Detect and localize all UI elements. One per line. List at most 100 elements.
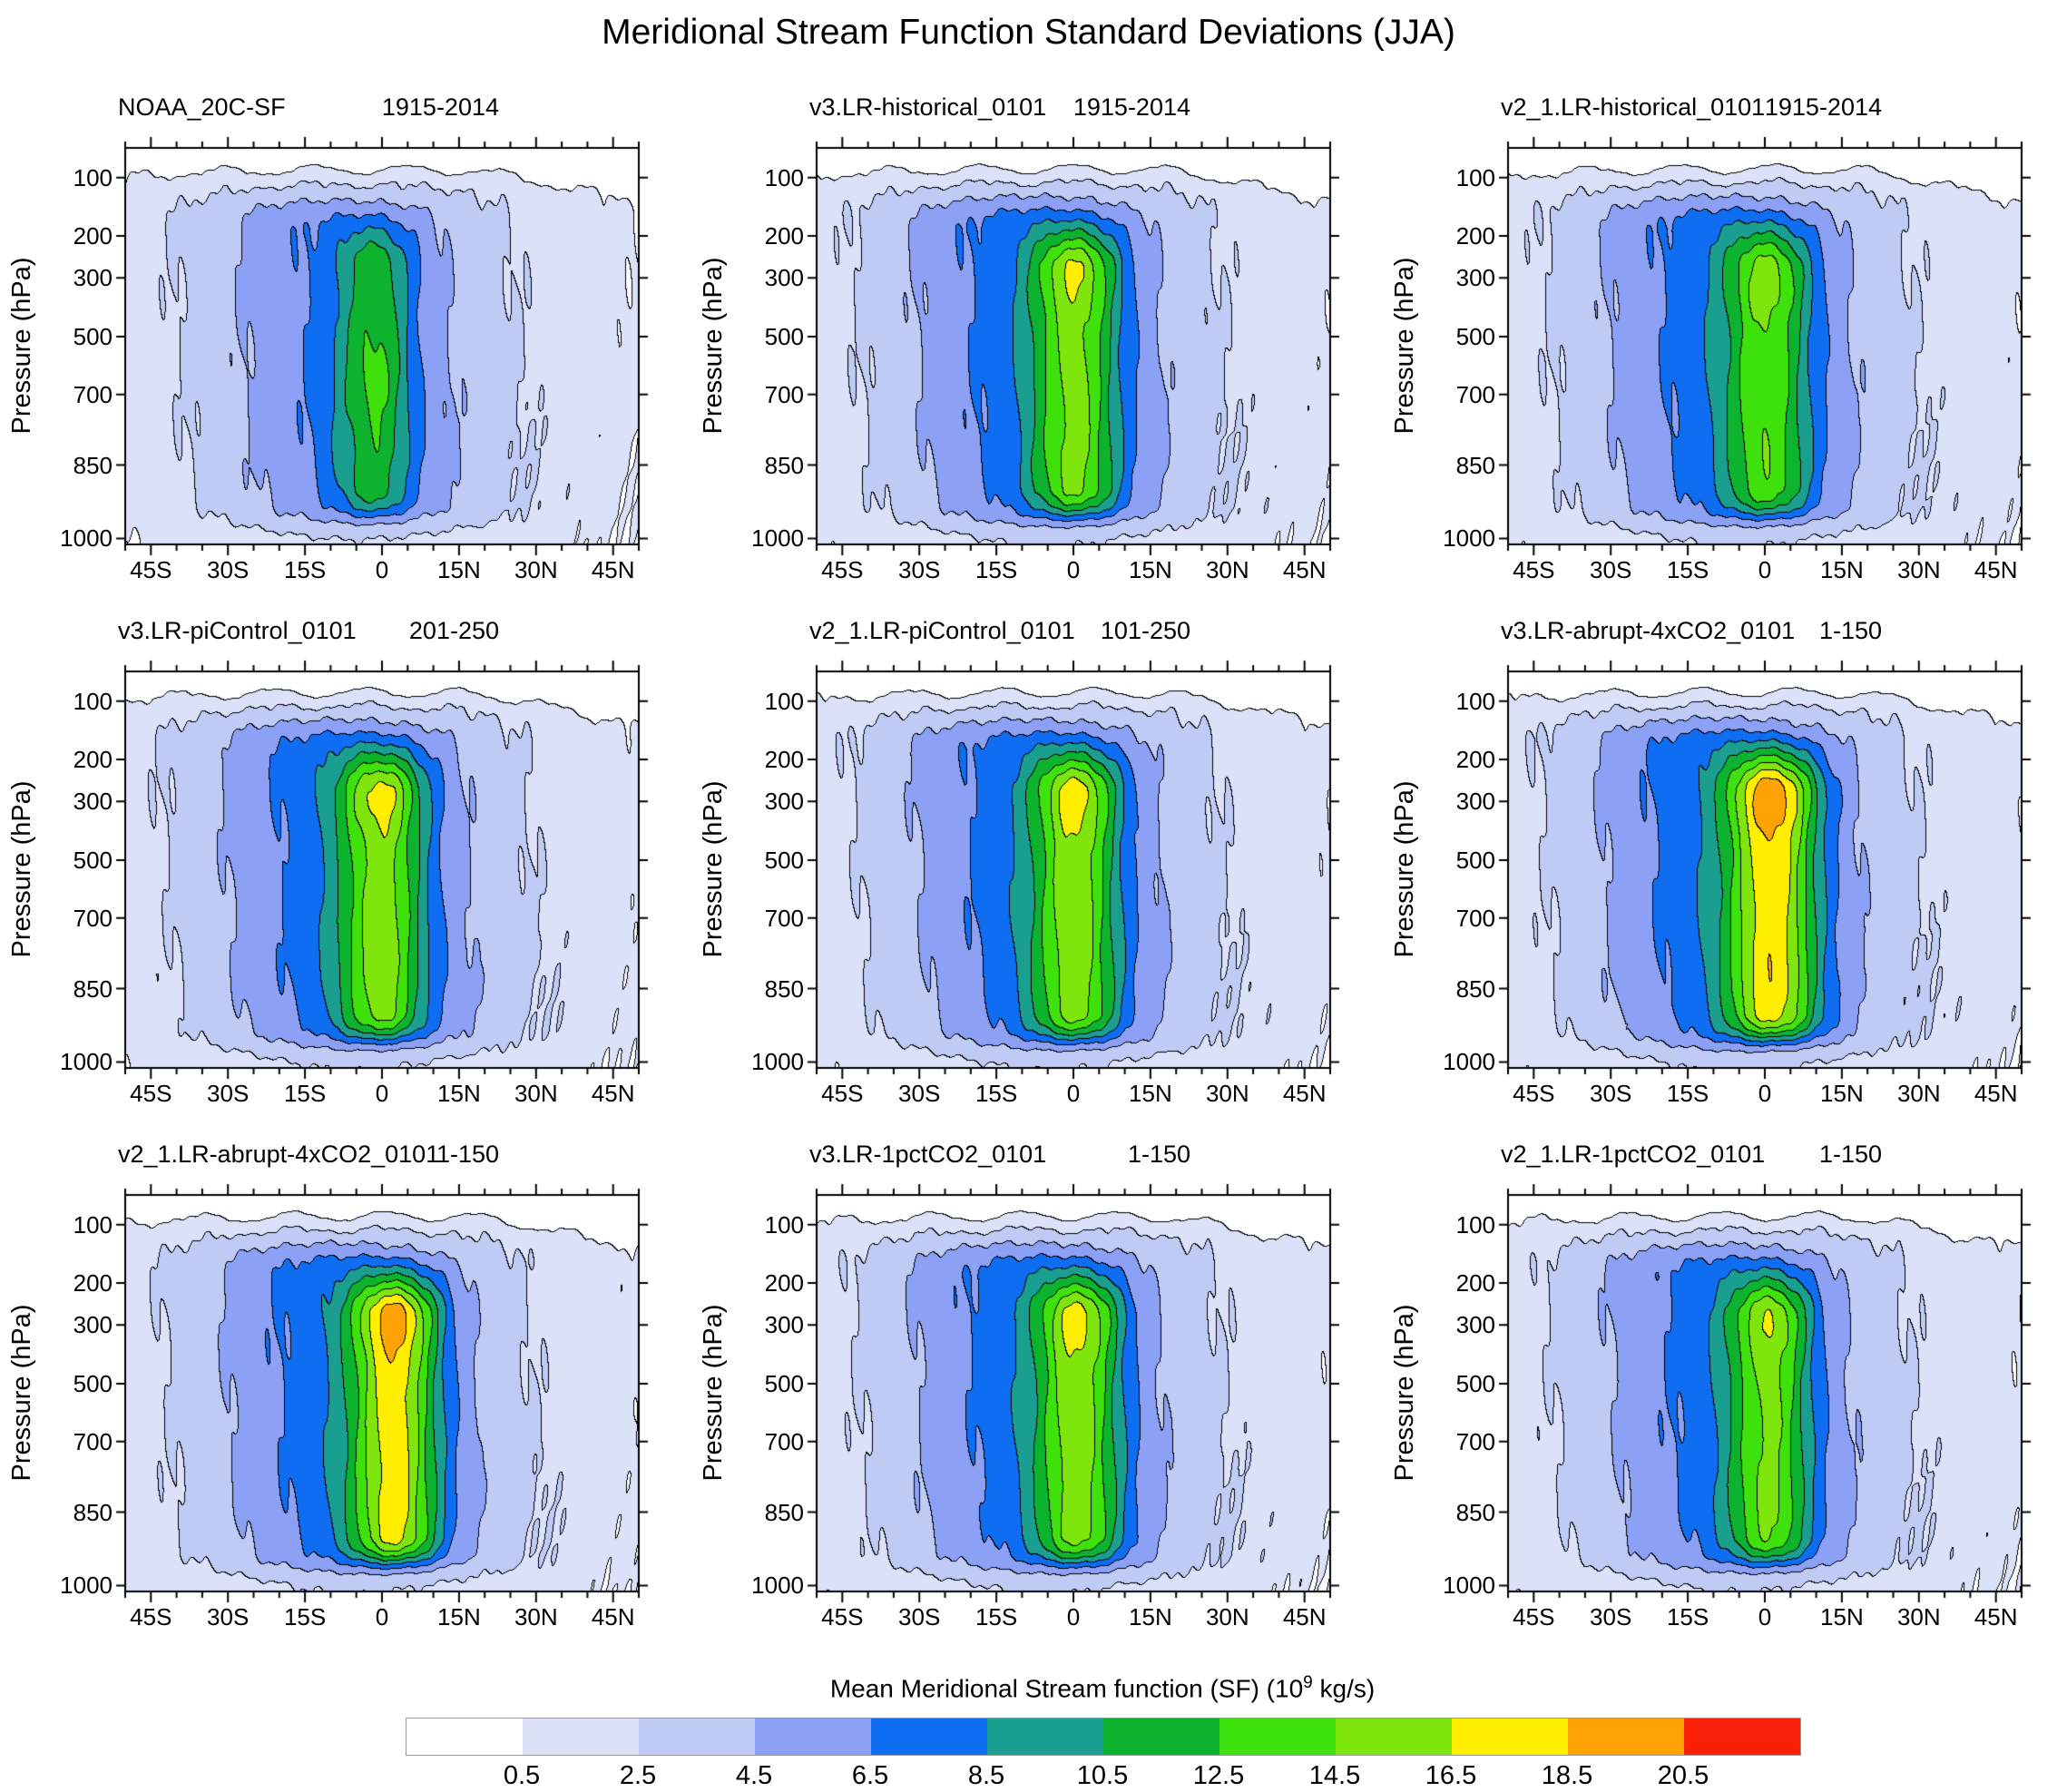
x-tick-label: 15N: [437, 1080, 481, 1107]
panel-period: 101-250: [1100, 617, 1190, 644]
colorbar-swatch: [523, 1719, 639, 1755]
y-axis-label: Pressure (hPa): [1390, 257, 1419, 435]
y-tick-label: 200: [1455, 746, 1495, 773]
colorbar-tick-label: 8.5: [967, 1761, 1005, 1790]
y-tick-label: 500: [73, 847, 113, 874]
x-tick-label: 15N: [1129, 1603, 1172, 1630]
colorbar-swatch: [1684, 1719, 1800, 1755]
x-tick-label: 45N: [591, 556, 635, 583]
x-tick-label: 30S: [1590, 1080, 1632, 1107]
x-tick-label: 45S: [130, 556, 172, 583]
y-tick-label: 200: [764, 1269, 804, 1297]
x-tick-label: 45N: [1974, 556, 2018, 583]
y-tick-label: 500: [1455, 847, 1495, 874]
y-tick-label: 700: [1455, 904, 1495, 932]
y-tick-label: 1000: [751, 1572, 804, 1600]
panel-title: v3.LR-piControl_0101: [118, 617, 357, 644]
panel: v2_1.LR-piControl_0101 101-250 Pressure …: [699, 615, 1379, 1123]
x-tick-label: 45N: [1974, 1080, 2018, 1107]
colorbar-tick-label: 20.5: [1657, 1761, 1709, 1790]
y-tick-label: 100: [764, 163, 804, 191]
contour-canvas: [804, 659, 1343, 1081]
y-tick-label: 1000: [751, 524, 804, 553]
x-tick-label: 30N: [1205, 1080, 1249, 1107]
x-tick-label: 45S: [821, 556, 864, 583]
colorbar-tick-label: 14.5: [1308, 1761, 1361, 1790]
contour-canvas: [1495, 659, 2034, 1081]
y-tick-label: 700: [73, 380, 113, 408]
y-axis-label: Pressure (hPa): [699, 257, 728, 435]
x-tick-label: 45N: [1974, 1603, 2018, 1630]
y-tick-label: 200: [1455, 1269, 1495, 1297]
y-tick-label: 1000: [1443, 1572, 1495, 1600]
colorbar-swatch: [1220, 1719, 1336, 1755]
y-tick-label: 850: [764, 974, 804, 1003]
y-tick-label: 500: [73, 1370, 113, 1397]
y-tick-label: 300: [73, 264, 113, 292]
x-tick-label: 0: [375, 1603, 389, 1630]
x-tick-label: 45S: [1513, 1080, 1555, 1107]
y-tick-label: 850: [764, 1498, 804, 1526]
colorbar-tick-label: 12.5: [1192, 1761, 1245, 1790]
y-tick-label: 1000: [1443, 1048, 1495, 1076]
x-tick-label: 30S: [207, 556, 250, 583]
panel: v2_1.LR-historical_0101 1915-2014 Pressu…: [1390, 92, 2057, 600]
panel: v3.LR-1pctCO2_0101 1-150 Pressure (hPa) …: [699, 1139, 1379, 1647]
y-tick-label: 100: [1455, 687, 1495, 715]
y-tick-label: 200: [764, 222, 804, 250]
x-tick-label: 30S: [898, 1080, 941, 1107]
panel-period: 1-150: [436, 1141, 499, 1168]
panel: v3.LR-abrupt-4xCO2_0101 1-150 Pressure (…: [1390, 615, 2057, 1123]
x-tick-label: 0: [375, 556, 389, 583]
y-axis-label: Pressure (hPa): [7, 780, 36, 958]
colorbar-swatch: [1336, 1719, 1452, 1755]
x-tick-label: 45S: [130, 1080, 172, 1107]
colorbar-tick-label: 0.5: [503, 1761, 541, 1790]
y-tick-label: 300: [1455, 788, 1495, 816]
x-tick-label: 45S: [1513, 556, 1555, 583]
x-tick-label: 45S: [1513, 1603, 1555, 1630]
y-tick-label: 850: [1455, 451, 1495, 479]
y-tick-label: 1000: [751, 1048, 804, 1076]
x-tick-label: 30S: [898, 556, 941, 583]
x-tick-label: 45S: [130, 1603, 172, 1630]
y-tick-label: 100: [764, 687, 804, 715]
contour-canvas: [113, 1182, 651, 1604]
contour-canvas: [1495, 1182, 2034, 1604]
y-tick-label: 1000: [1443, 524, 1495, 553]
panel-title: v3.LR-abrupt-4xCO2_0101: [1501, 617, 1796, 644]
x-tick-label: 0: [1066, 1603, 1081, 1630]
x-tick-label: 15N: [1129, 556, 1172, 583]
panel-title: v3.LR-1pctCO2_0101: [809, 1141, 1047, 1168]
colorbar: [406, 1718, 1801, 1756]
x-tick-label: 30N: [514, 1603, 558, 1630]
contour-canvas: [1495, 135, 2034, 557]
panel-period: 1-150: [1127, 1141, 1190, 1168]
x-tick-label: 30N: [1205, 1603, 1249, 1630]
x-tick-label: 15S: [1666, 556, 1709, 583]
y-axis-label: Pressure (hPa): [699, 780, 728, 958]
x-tick-label: 0: [1066, 556, 1081, 583]
y-tick-label: 850: [1455, 1498, 1495, 1526]
y-axis-label: Pressure (hPa): [699, 1304, 728, 1482]
x-tick-label: 30N: [1896, 1080, 1941, 1107]
panel-title: v2_1.LR-1pctCO2_0101: [1501, 1141, 1766, 1168]
x-tick-label: 30N: [514, 1080, 558, 1107]
x-tick-label: 15N: [1820, 1603, 1864, 1630]
y-tick-label: 300: [1455, 264, 1495, 292]
y-tick-label: 700: [1455, 380, 1495, 408]
colorbar-swatch: [1452, 1719, 1568, 1755]
y-tick-label: 850: [73, 451, 113, 479]
y-tick-label: 700: [73, 904, 113, 932]
y-tick-label: 200: [73, 746, 113, 773]
colorbar-tick-label: 10.5: [1076, 1761, 1129, 1790]
y-tick-label: 700: [1455, 1427, 1495, 1455]
panel-title: v2_1.LR-abrupt-4xCO2_0101: [118, 1141, 440, 1168]
colorbar-swatch: [755, 1719, 871, 1755]
colorbar-tick-label: 16.5: [1425, 1761, 1477, 1790]
x-tick-label: 30N: [1896, 1603, 1941, 1630]
x-tick-label: 15N: [1129, 1080, 1172, 1107]
panel-title: v3.LR-historical_0101: [809, 93, 1047, 121]
y-tick-label: 500: [764, 323, 804, 350]
y-tick-label: 300: [764, 264, 804, 292]
